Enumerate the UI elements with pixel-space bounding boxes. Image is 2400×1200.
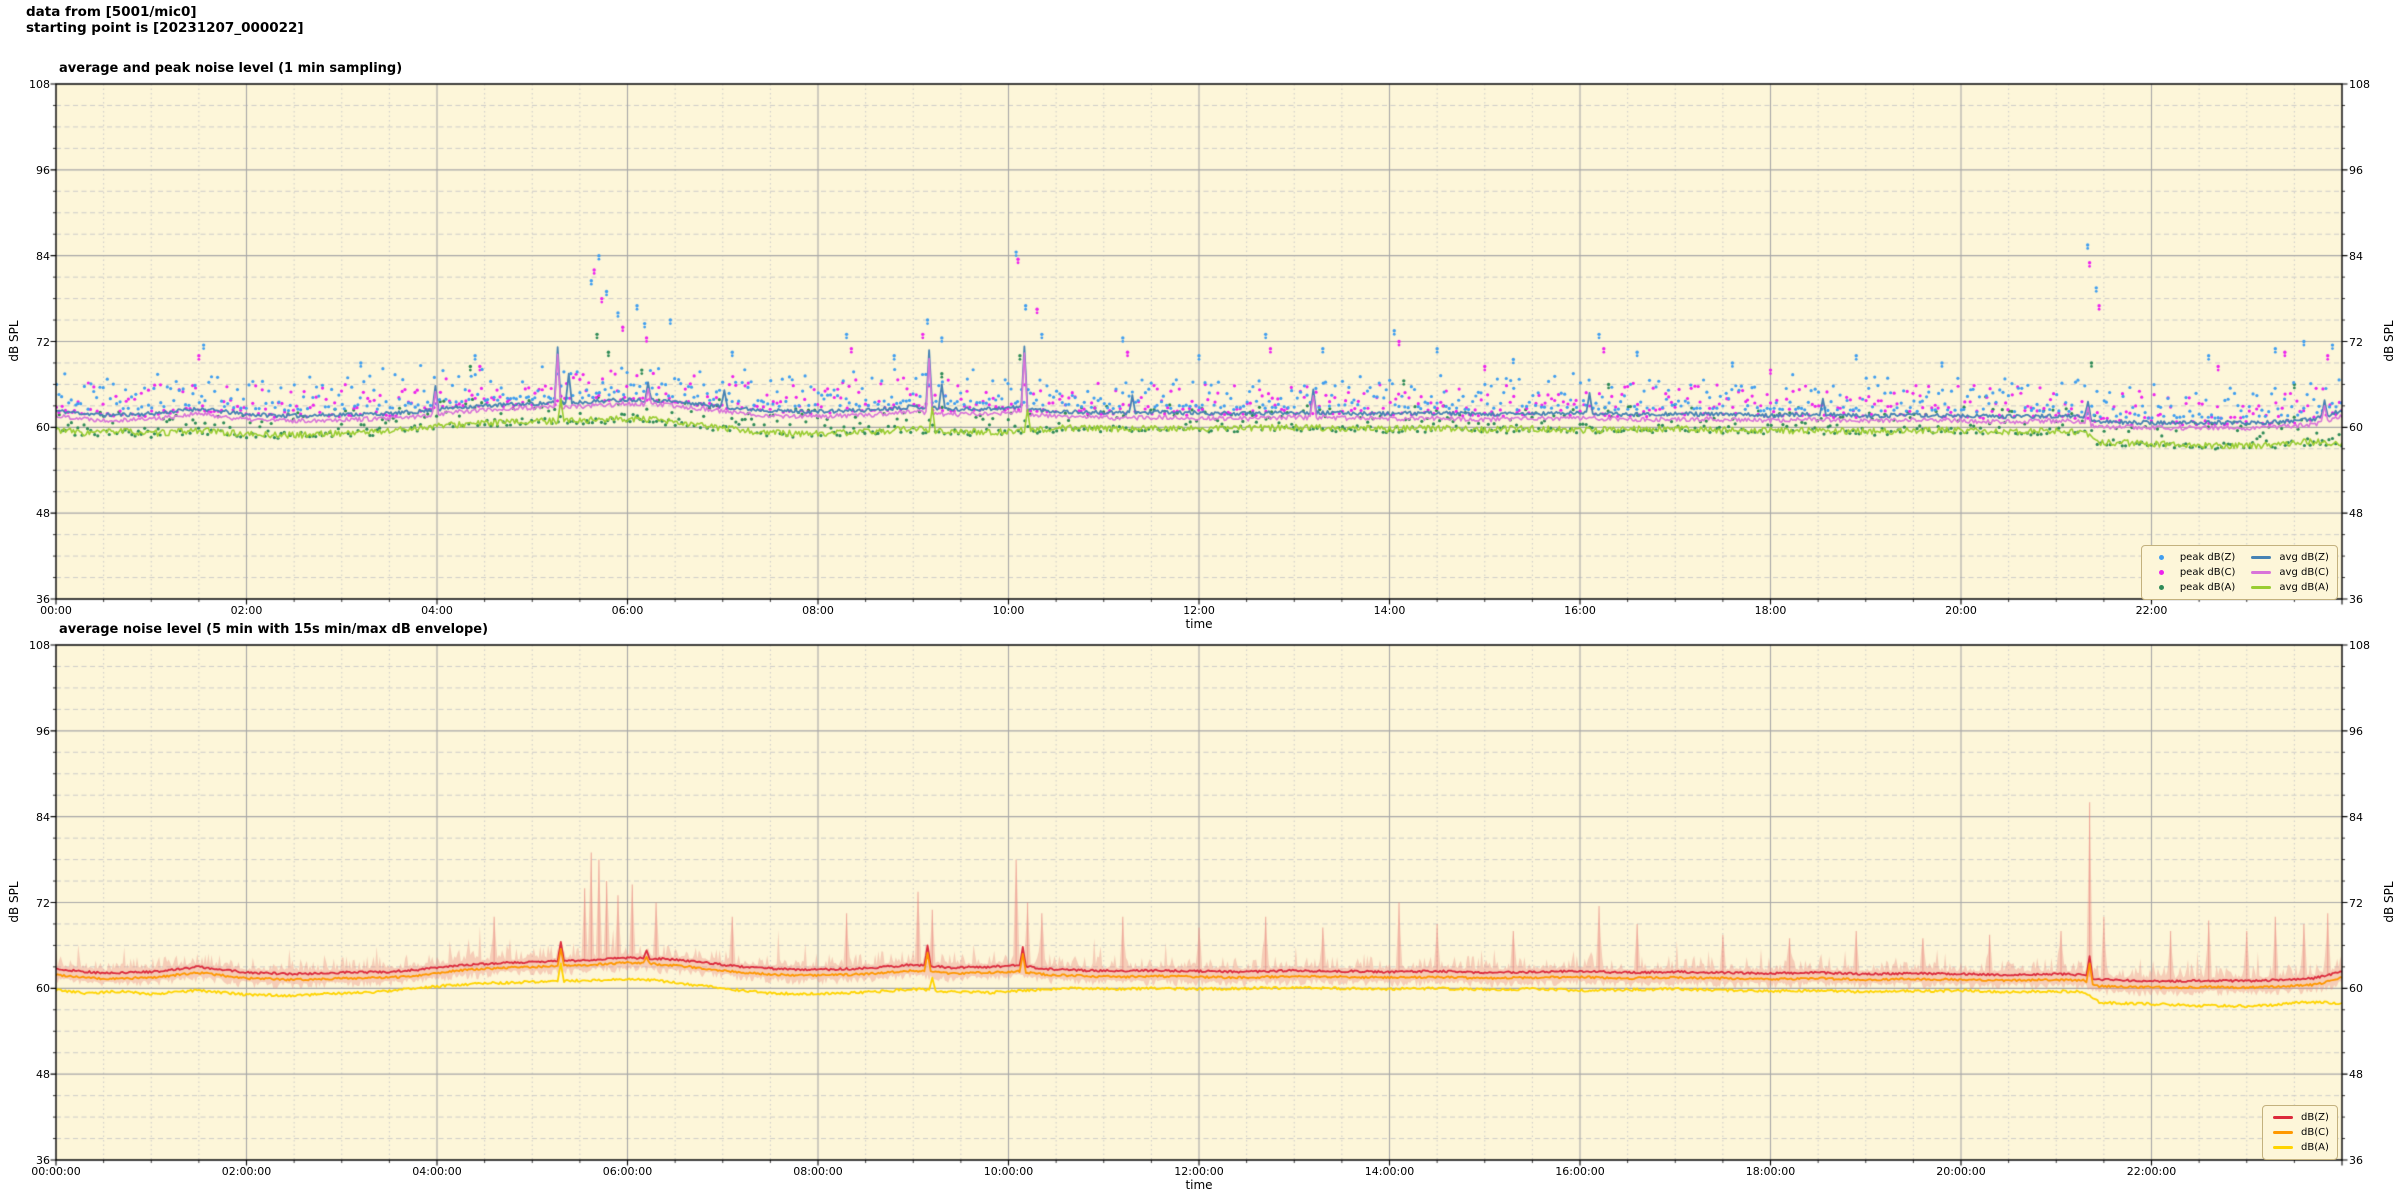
legend-label: dB(A) — [2301, 1142, 2329, 1153]
legend-line-marker — [2273, 1131, 2293, 1134]
x-tick-label: 22:00 — [2135, 604, 2168, 617]
legend-entry: peak dB(C) — [2150, 565, 2236, 580]
chart2-xlabel: time — [1185, 1178, 1213, 1192]
x-tick-label: 06:00 — [611, 604, 644, 617]
legend-label: peak dB(A) — [2179, 582, 2236, 593]
y-tick-label-right: 84 — [2349, 810, 2363, 824]
legend-label: avg dB(Z) — [2279, 552, 2329, 563]
figure-title-line2: starting point is [20231207_000022] — [26, 20, 304, 36]
legend-label: avg dB(C) — [2279, 567, 2329, 578]
y-tick-label-left: 72 — [36, 896, 50, 910]
x-tick-label: 20:00:00 — [1936, 1165, 1986, 1178]
x-tick-label: 02:00:00 — [221, 1165, 272, 1178]
y-tick-label-right: 96 — [2349, 163, 2363, 177]
legend-dot-marker — [2159, 555, 2165, 560]
y-tick-label-left: 48 — [36, 1068, 50, 1082]
y-tick-label-left: 96 — [36, 163, 50, 177]
x-tick-label: 22:00:00 — [2126, 1165, 2177, 1178]
chart1-xlabel: time — [1185, 617, 1213, 631]
y-tick-label-left: 84 — [36, 810, 50, 824]
chart1-title: average and peak noise level (1 min samp… — [59, 61, 403, 76]
x-tick-label: 00:00:00 — [31, 1165, 81, 1178]
x-tick-label: 16:00 — [1564, 604, 1596, 617]
legend-entry: dB(Z) — [2271, 1110, 2329, 1125]
y-tick-label-right: 36 — [2349, 593, 2363, 606]
y-tick-label-right: 84 — [2349, 249, 2363, 263]
y-tick-label-left: 60 — [36, 982, 50, 996]
x-tick-label: 16:00:00 — [1555, 1165, 1605, 1178]
x-tick-label: 18:00 — [1754, 604, 1787, 617]
y-tick-label-right: 108 — [2349, 639, 2370, 652]
legend-entry: avg dB(Z) — [2249, 550, 2329, 565]
x-tick-label: 06:00:00 — [602, 1165, 653, 1178]
legend-entry: avg dB(A) — [2249, 580, 2329, 595]
x-tick-label: 12:00:00 — [1174, 1165, 1224, 1178]
x-tick-label: 02:00 — [230, 604, 263, 617]
x-tick-label: 18:00:00 — [1745, 1165, 1796, 1178]
x-tick-label: 12:00 — [1183, 604, 1215, 617]
x-tick-label: 04:00:00 — [412, 1165, 462, 1178]
x-tick-label: 14:00:00 — [1364, 1165, 1415, 1178]
legend-dot-marker — [2159, 570, 2165, 575]
y-tick-label-left: 36 — [36, 1154, 50, 1167]
y-tick-label-left: 96 — [36, 724, 50, 738]
legend-label: peak dB(C) — [2179, 567, 2236, 578]
y-tick-label-right: 96 — [2349, 724, 2363, 738]
legend-line-marker — [2273, 1116, 2293, 1119]
chart2-legend: dB(Z) dB(C) dB(A) — [2262, 1105, 2338, 1160]
y-tick-label-left: 60 — [36, 421, 50, 435]
y-tick-label-right: 60 — [2349, 982, 2363, 996]
figure-title-line1: data from [5001/mic0] — [26, 4, 197, 20]
legend-entry: peak dB(Z) — [2150, 550, 2236, 565]
legend-entry: peak dB(A) — [2150, 580, 2236, 595]
y-tick-label-left: 108 — [29, 78, 50, 91]
legend-line-marker — [2251, 586, 2272, 589]
legend-line-marker — [2251, 556, 2272, 559]
legend-entry: dB(A) — [2271, 1140, 2329, 1155]
legend-label: peak dB(Z) — [2179, 552, 2236, 563]
chart2-canvas — [0, 639, 2400, 1171]
legend-line-marker — [2251, 571, 2272, 574]
y-tick-label-left: 36 — [36, 593, 50, 606]
chart1-canvas — [0, 78, 2400, 610]
x-tick-label: 04:00 — [421, 604, 453, 617]
x-tick-label: 20:00 — [1945, 604, 1977, 617]
x-tick-label: 08:00 — [802, 604, 834, 617]
y-tick-label-right: 36 — [2349, 1154, 2363, 1167]
y-tick-label-right: 108 — [2349, 78, 2370, 91]
x-tick-label: 14:00 — [1373, 604, 1406, 617]
y-tick-label-left: 108 — [29, 639, 50, 652]
legend-label: dB(C) — [2301, 1127, 2329, 1138]
legend-line-marker — [2273, 1146, 2293, 1149]
y-tick-label-left: 72 — [36, 335, 50, 349]
legend-label: dB(Z) — [2301, 1112, 2329, 1123]
x-tick-label: 08:00:00 — [793, 1165, 843, 1178]
legend-label: avg dB(A) — [2279, 582, 2329, 593]
y-tick-label-right: 72 — [2349, 335, 2363, 349]
legend-dot-marker — [2159, 585, 2165, 590]
y-tick-label-right: 60 — [2349, 421, 2363, 435]
y-tick-label-right: 48 — [2349, 507, 2363, 521]
legend-entry: dB(C) — [2271, 1125, 2329, 1140]
x-tick-label: 00:00 — [40, 604, 72, 617]
y-tick-label-right: 72 — [2349, 896, 2363, 910]
chart2-title: average noise level (5 min with 15s min/… — [59, 622, 489, 637]
chart1-legend: peak dB(Z) avg dB(Z) peak dB(C) avg dB(C) pe… — [2140, 545, 2338, 600]
y-tick-label-right: 48 — [2349, 1068, 2363, 1082]
y-tick-label-left: 48 — [36, 507, 50, 521]
legend-entry: avg dB(C) — [2249, 565, 2329, 580]
x-tick-label: 10:00 — [992, 604, 1025, 617]
y-tick-label-left: 84 — [36, 249, 50, 263]
x-tick-label: 10:00:00 — [983, 1165, 1034, 1178]
